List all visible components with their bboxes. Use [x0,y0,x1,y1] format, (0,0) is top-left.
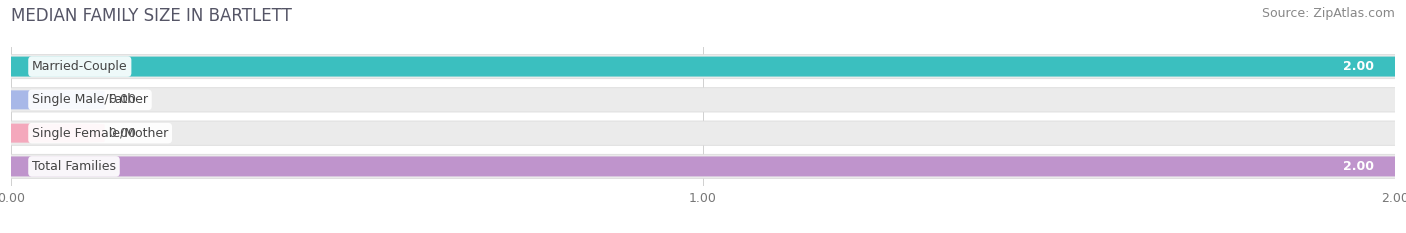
Text: MEDIAN FAMILY SIZE IN BARTLETT: MEDIAN FAMILY SIZE IN BARTLETT [11,7,292,25]
Text: 2.00: 2.00 [1343,60,1374,73]
FancyBboxPatch shape [0,90,104,109]
FancyBboxPatch shape [0,124,104,143]
FancyBboxPatch shape [0,55,1406,79]
Text: 0.00: 0.00 [108,127,136,140]
Text: Total Families: Total Families [32,160,117,173]
Text: 2.00: 2.00 [1343,160,1374,173]
Text: Source: ZipAtlas.com: Source: ZipAtlas.com [1261,7,1395,20]
Text: 0.00: 0.00 [108,93,136,106]
Text: Married-Couple: Married-Couple [32,60,128,73]
FancyBboxPatch shape [0,121,1406,145]
FancyBboxPatch shape [0,154,1406,178]
FancyBboxPatch shape [0,57,1406,77]
Text: Single Male/Father: Single Male/Father [32,93,148,106]
FancyBboxPatch shape [0,88,1406,112]
FancyBboxPatch shape [0,156,1406,176]
Text: Single Female/Mother: Single Female/Mother [32,127,169,140]
